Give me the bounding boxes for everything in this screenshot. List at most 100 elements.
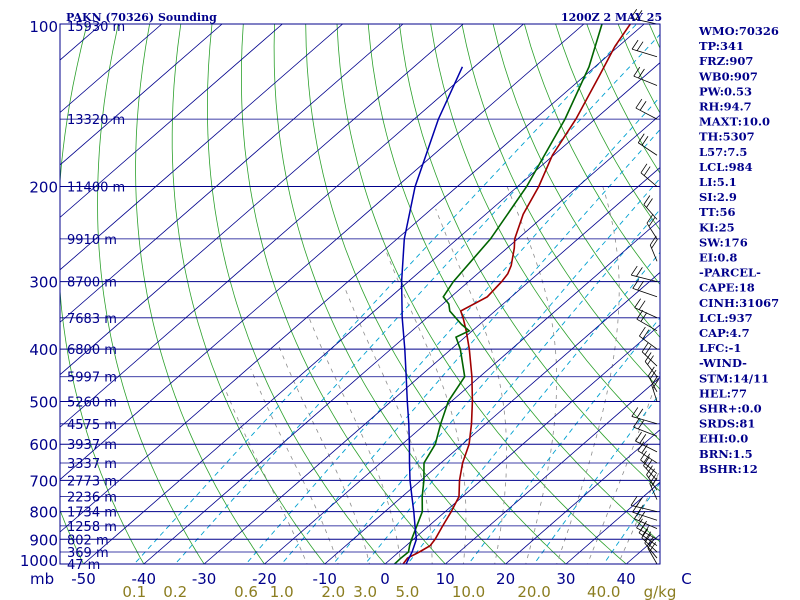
height-label: 4575 m bbox=[67, 418, 117, 433]
wind-barb-flag bbox=[640, 450, 647, 461]
isotherm bbox=[60, 24, 524, 428]
wind-barb-flag bbox=[635, 10, 643, 20]
isotherm bbox=[505, 429, 660, 564]
isotherm bbox=[60, 24, 645, 533]
temperature-axis: -50 -40 -30 -20 -10 0 10 20 30 40 C bbox=[71, 570, 691, 588]
mixing-ratio-tick: 5.0 bbox=[396, 583, 420, 600]
wind-barb-flag bbox=[643, 195, 651, 205]
wind-barbs bbox=[630, 9, 660, 565]
wind-barb-flag bbox=[638, 68, 645, 79]
isotherm bbox=[60, 24, 464, 376]
moist-adiabat bbox=[435, 208, 507, 564]
wind-barb-flag bbox=[648, 366, 655, 377]
wind-barb bbox=[636, 527, 658, 540]
wind-barb bbox=[630, 504, 658, 513]
isotherm bbox=[203, 167, 660, 564]
wind-barb-flag bbox=[637, 133, 645, 143]
wind-barb bbox=[640, 172, 658, 187]
wind-barb-flag bbox=[649, 474, 657, 484]
moist-adiabat bbox=[250, 368, 339, 564]
wind-barb-flag bbox=[632, 502, 639, 513]
index-item: BSHR:12 bbox=[699, 462, 758, 476]
wind-barb-flag bbox=[632, 279, 640, 289]
wind-barb-flag bbox=[647, 355, 654, 365]
wind-barb-flag bbox=[638, 511, 646, 521]
mixing-ratio-line bbox=[174, 33, 660, 564]
isotherm bbox=[324, 271, 660, 564]
wind-barb bbox=[641, 351, 658, 367]
index-item: TT:56 bbox=[699, 205, 736, 219]
mixing-ratio-line bbox=[406, 251, 660, 564]
wind-barb-flag bbox=[634, 509, 641, 519]
wind-barb-flag bbox=[651, 238, 658, 249]
wind-barb-flag bbox=[630, 265, 638, 276]
wind-barb-flag bbox=[639, 434, 647, 444]
wind-barb-flag bbox=[650, 477, 658, 487]
wind-barb-flag bbox=[636, 41, 644, 51]
height-label: 13320 m bbox=[67, 113, 125, 128]
wind-barb-flag bbox=[638, 523, 646, 534]
wind-barb bbox=[649, 244, 658, 262]
wind-barb bbox=[643, 204, 658, 220]
wind-barb bbox=[632, 511, 658, 521]
height-label: 3337 m bbox=[67, 457, 117, 472]
index-item: SW:176 bbox=[699, 235, 748, 249]
index-item: LI:5.1 bbox=[699, 175, 737, 189]
index-item: TP:341 bbox=[699, 39, 744, 53]
isotherms bbox=[60, 24, 660, 564]
wind-barb bbox=[651, 384, 658, 402]
temperature-tick: -20 bbox=[252, 570, 277, 588]
wind-barb-flag bbox=[641, 528, 649, 539]
wind-barb bbox=[640, 459, 658, 474]
dry-adiabat bbox=[367, 24, 660, 543]
pressure-label: 400 bbox=[29, 341, 58, 359]
index-item: PW:0.53 bbox=[699, 84, 752, 98]
wind-barb-flag bbox=[649, 542, 657, 552]
height-label: 2236 m bbox=[67, 491, 117, 506]
index-item: WB0:907 bbox=[698, 69, 758, 83]
sounding-profiles bbox=[394, 24, 631, 564]
height-label: 8700 m bbox=[67, 276, 117, 291]
wind-barb bbox=[644, 361, 658, 377]
dry-adiabat bbox=[241, 24, 446, 564]
height-label: 369 m bbox=[67, 546, 109, 561]
moist-adiabat bbox=[343, 285, 433, 564]
wind-barb-flag bbox=[630, 9, 638, 19]
isotherm bbox=[60, 24, 585, 481]
index-item: CAPE:18 bbox=[699, 281, 755, 295]
isotherm bbox=[565, 481, 660, 564]
wind-barb-flag bbox=[641, 342, 649, 353]
pressure-label: 800 bbox=[29, 504, 58, 522]
wind-barb-flag bbox=[649, 369, 657, 380]
dry-adiabat bbox=[60, 509, 84, 564]
index-item: STM:14/11 bbox=[699, 371, 769, 385]
wind-barb bbox=[641, 537, 658, 553]
temperature-tick: -40 bbox=[132, 570, 157, 588]
wind-barb bbox=[644, 542, 658, 559]
mixing-ratio-axis: 0.1 0.2 0.6 1.0 2.0 3.0 5.0 10.0 20.0 40.0 g/kg bbox=[122, 583, 676, 600]
dry-adiabat bbox=[0, 24, 28, 575]
index-item: SHR+:0.0 bbox=[699, 402, 762, 416]
isotherm bbox=[384, 324, 660, 564]
moist-adiabat bbox=[386, 252, 467, 564]
wind-barb-flag bbox=[635, 98, 643, 109]
dry-adiabat bbox=[171, 24, 326, 564]
moist-adiabat bbox=[277, 343, 370, 564]
temperature-tick: 30 bbox=[556, 570, 575, 588]
temperature-tick: 40 bbox=[617, 570, 636, 588]
index-item: BRN:1.5 bbox=[699, 447, 753, 461]
isotherm bbox=[143, 114, 660, 564]
index-item: SRDS:81 bbox=[699, 417, 755, 431]
moist-adiabat bbox=[308, 317, 402, 564]
dry-adiabat bbox=[492, 24, 660, 338]
wind-barb-flag bbox=[630, 496, 638, 506]
index-item: CAP:4.7 bbox=[699, 326, 750, 340]
mixing-ratio-line bbox=[281, 128, 660, 564]
index-item: MAXT:10.0 bbox=[699, 115, 770, 129]
temperature-tick: C bbox=[681, 570, 691, 588]
pressure-label: 600 bbox=[29, 436, 58, 454]
wind-barb-flag bbox=[643, 166, 651, 176]
wind-barb bbox=[636, 318, 658, 332]
wind-barb bbox=[633, 75, 658, 86]
